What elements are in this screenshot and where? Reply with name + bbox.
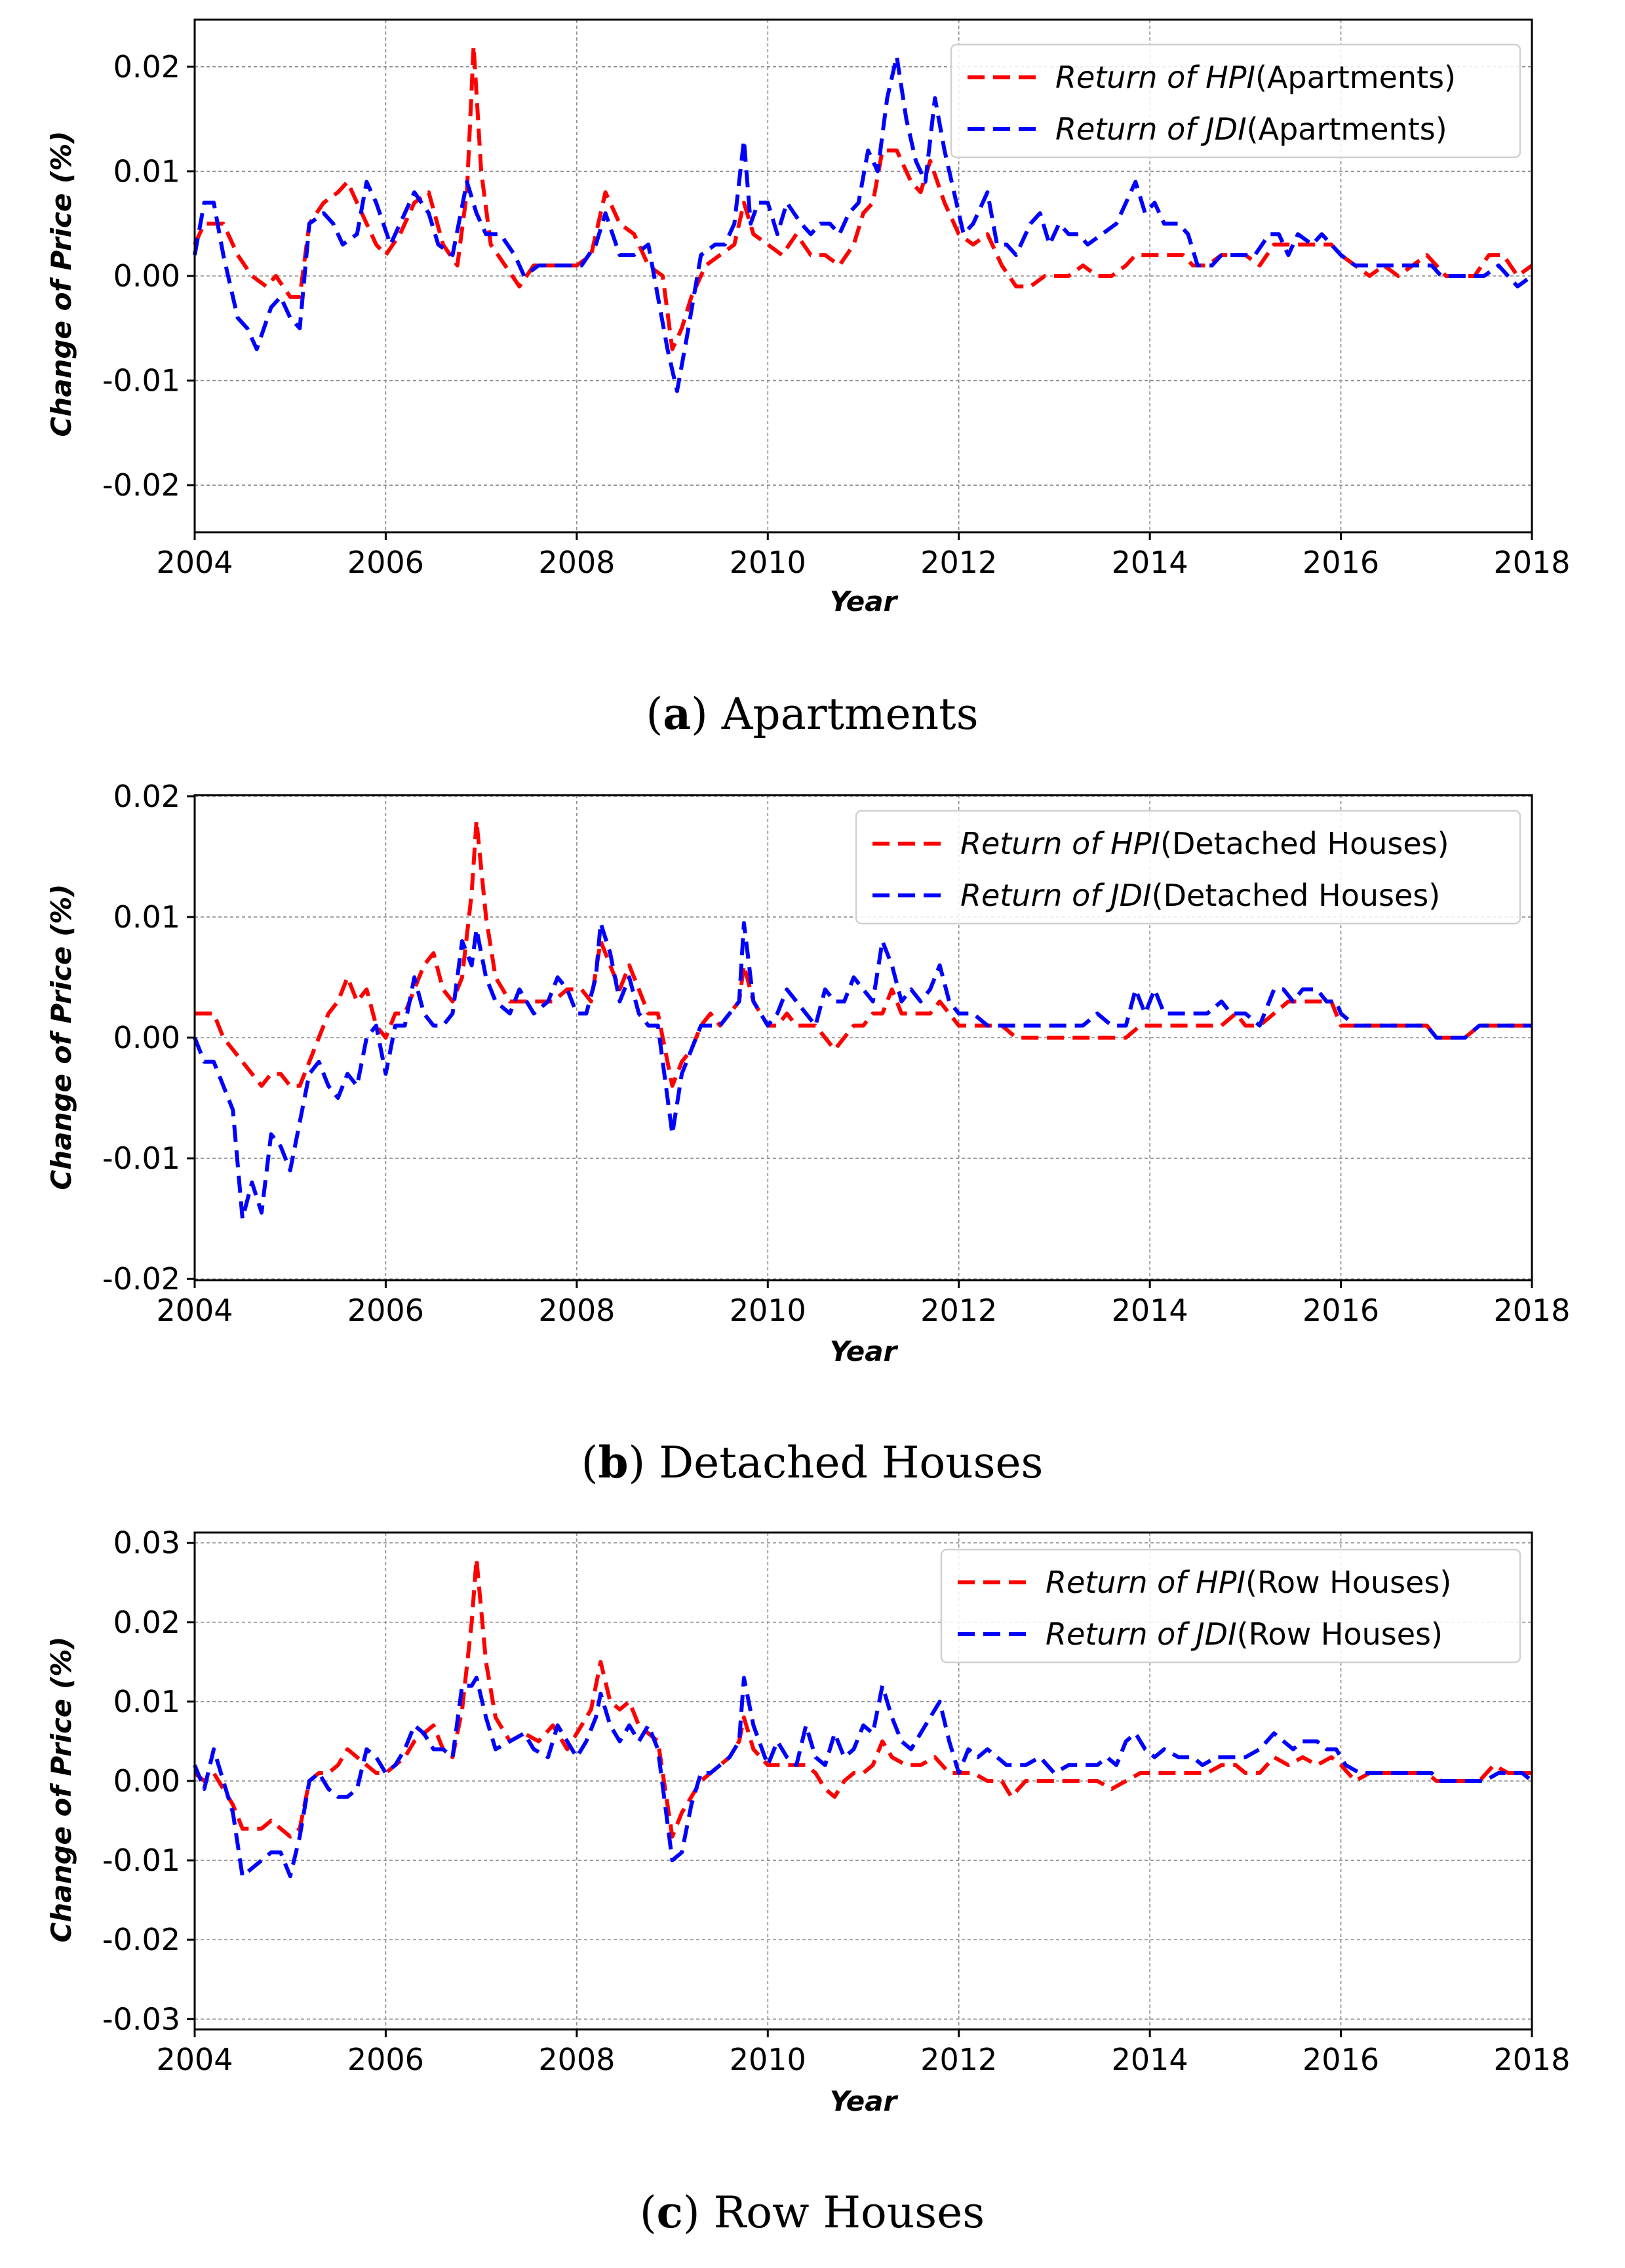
y-tick-label: 0.00 xyxy=(113,258,180,294)
y-tick-label: 0.01 xyxy=(113,899,180,935)
y-tick-label: -0.02 xyxy=(102,1261,180,1297)
series-line-jdi xyxy=(193,54,1533,393)
caption-b: (b) Detached Houses xyxy=(581,1437,1044,1488)
x-tick-label: 2018 xyxy=(1493,545,1570,580)
legend-jdi-label: Return of JDI(Row Houses) xyxy=(1046,1616,1443,1652)
caption-a: (a) Apartments xyxy=(646,688,978,739)
x-tick-label: 2008 xyxy=(538,545,615,580)
x-tick-label: 2004 xyxy=(156,545,233,580)
plot-frame xyxy=(193,794,1533,1281)
legend-row-houses: Return of HPI(Row Houses) Return of JDI(… xyxy=(940,1548,1521,1664)
x-tick-label: 2010 xyxy=(730,545,806,580)
y-tick-label: 0.03 xyxy=(113,1525,180,1561)
legend-apartments: Return of HPI(Apartments) Return of JDI(… xyxy=(950,43,1521,159)
x-axis-label: Year xyxy=(830,1335,899,1367)
x-tick-label: 2014 xyxy=(1112,2042,1188,2077)
plot-frame xyxy=(193,1531,1533,2031)
caption-c: (c) Row Houses xyxy=(640,2187,985,2238)
y-axis-label: Change of Price (%) xyxy=(45,1637,77,1943)
chart-detached-houses: 2004 2006 2008 2010 2012 2014 2016 2018 0.02 0.01… xyxy=(45,779,1571,1488)
x-tick-label: 2006 xyxy=(347,2042,424,2077)
legend-hpi-label: Return of HPI(Detached Houses) xyxy=(960,826,1449,861)
plot-frame xyxy=(193,18,1533,534)
legend-jdi-label: Return of JDI(Apartments) xyxy=(1055,111,1447,147)
legend-jdi-label: Return of JDI(Detached Houses) xyxy=(960,878,1440,913)
x-tick-label: 2006 xyxy=(347,545,424,580)
legend-hpi-label: Return of HPI(Apartments) xyxy=(1055,60,1456,95)
x-tick-label: 2012 xyxy=(920,1293,997,1328)
chart-row-houses: 2004 2006 2008 2010 2012 2014 2016 2018 0.03 0.02… xyxy=(45,1525,1571,2238)
x-tick-label: 2004 xyxy=(156,2042,233,2077)
y-tick-label: 0.01 xyxy=(113,153,180,189)
y-tick-label: 0.00 xyxy=(113,1763,180,1799)
y-tick-label: -0.02 xyxy=(102,1922,180,1957)
x-axis-label: Year xyxy=(830,2085,899,2117)
x-tick-label: 2008 xyxy=(538,2042,615,2077)
y-axis-label: Change of Price (%) xyxy=(45,131,77,437)
y-tick-label: -0.01 xyxy=(102,363,180,399)
y-tick-label: -0.03 xyxy=(102,2001,180,2037)
y-tick-label: 0.00 xyxy=(113,1020,180,1055)
legend-box xyxy=(855,810,1521,925)
series-line-hpi xyxy=(193,43,1533,351)
series-line-hpi xyxy=(195,818,1532,1088)
x-tick-label: 2016 xyxy=(1302,1293,1379,1328)
legend-hpi-label: Return of HPI(Row Houses) xyxy=(1046,1565,1451,1600)
legend-box xyxy=(940,1548,1521,1664)
x-axis-label: Year xyxy=(830,585,899,617)
legend-detached-houses: Return of HPI(Detached Houses) Return of… xyxy=(855,810,1521,925)
x-tick-label: 2014 xyxy=(1112,545,1188,580)
y-tick-label: -0.01 xyxy=(102,1843,180,1878)
series-line-jdi xyxy=(193,921,1532,1221)
x-tick-label: 2010 xyxy=(730,1293,806,1328)
y-axis-label: Change of Price (%) xyxy=(45,884,77,1190)
y-tick-label: 0.02 xyxy=(113,779,180,814)
x-tick-label: 2006 xyxy=(347,1293,424,1328)
x-tick-label: 2018 xyxy=(1493,2042,1570,2077)
x-tick-label: 2012 xyxy=(920,545,997,580)
y-tick-label: 0.01 xyxy=(113,1684,180,1719)
y-tick-label: -0.02 xyxy=(102,467,180,503)
x-tick-label: 2018 xyxy=(1493,1293,1570,1328)
x-tick-label: 2004 xyxy=(156,1293,233,1328)
y-tick-label: 0.02 xyxy=(113,1605,180,1640)
x-tick-label: 2016 xyxy=(1302,545,1379,580)
x-tick-label: 2012 xyxy=(920,2042,997,2077)
y-tick-label: 0.02 xyxy=(113,49,180,85)
y-tick-label: -0.01 xyxy=(102,1141,180,1176)
series-line-jdi xyxy=(193,1675,1533,1879)
x-tick-label: 2016 xyxy=(1302,2042,1379,2077)
legend-box xyxy=(950,43,1521,159)
x-tick-label: 2014 xyxy=(1112,1293,1188,1328)
series-line-hpi xyxy=(193,1557,1532,1839)
x-tick-label: 2010 xyxy=(730,2042,806,2077)
x-tick-label: 2008 xyxy=(538,1293,615,1328)
chart-apartments: 2004 2006 2008 2010 2012 2014 2016 2018 0.02 0.01… xyxy=(45,18,1571,739)
